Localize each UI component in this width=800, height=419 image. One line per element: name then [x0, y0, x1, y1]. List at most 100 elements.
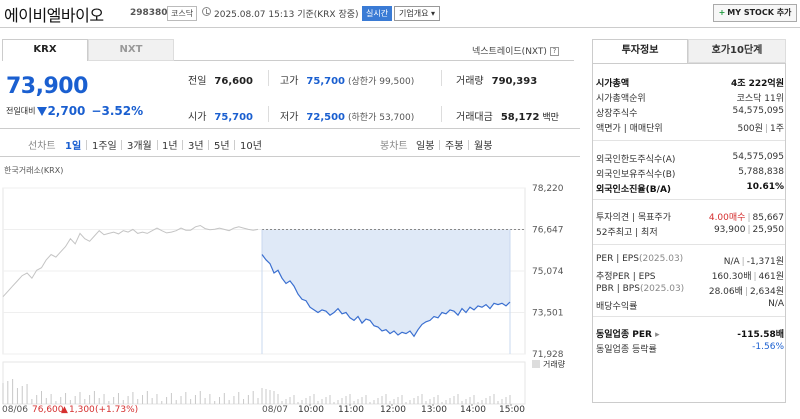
tab-invest-info[interactable]: 투자정보: [592, 39, 688, 63]
invest-row: 외국인보유주식수(B) 5,788,838: [596, 167, 784, 180]
invest-row-value: 500원 | 1주: [737, 124, 784, 134]
divider: [441, 70, 442, 86]
stat-open: 시가 75,700: [188, 108, 253, 123]
invest-row-label: 투자의견 | 목표주가: [596, 213, 671, 223]
header-divider: [0, 27, 800, 28]
invest-row-value: -1.56%: [752, 342, 784, 352]
stat-label: 거래대금: [456, 112, 493, 123]
clock-icon: [202, 7, 211, 16]
plus-icon: +: [718, 8, 726, 17]
invest-row-label: 배당수익률: [596, 302, 638, 312]
invest-row: 추정PER | EPS 160.30배 | 461원: [596, 269, 784, 282]
range-1w[interactable]: 1주일: [92, 141, 117, 152]
range-5y[interactable]: 5년: [214, 141, 230, 152]
candle-weekly[interactable]: 주봉: [445, 141, 464, 152]
stat-lower-limit: (하한가 53,700): [348, 113, 415, 123]
invest-row: 배당수익률 N/A: [596, 299, 784, 312]
tab-nxt[interactable]: NXT: [88, 39, 174, 61]
x-tick-label: 13:00: [421, 405, 447, 415]
today-area: [262, 229, 510, 337]
stat-label: 전일: [188, 76, 207, 87]
stat-label: 고가: [280, 76, 299, 87]
volume-label: 거래량: [543, 359, 566, 369]
divider: [593, 140, 785, 141]
divider: [268, 70, 269, 86]
market-badge: 코스닥: [167, 6, 198, 21]
price-change: 전일대비 2,700 −3.52%: [6, 104, 143, 118]
range-1y[interactable]: 1년: [162, 141, 178, 152]
stat-value: 75,700: [306, 76, 345, 87]
invest-row: 시가총액 4조 222억원: [596, 76, 784, 89]
quote-stats: 전일 76,600 고가 75,700 (상한가 99,500) 거래량 790,393…: [178, 64, 584, 126]
stat-amount: 거래대금 58,172 백만: [456, 108, 559, 123]
invest-row: 동일업종 PER ▸ -115.58배: [596, 327, 784, 340]
invest-row: 액면가 | 매매단위 500원 | 1주: [596, 121, 784, 134]
chart-source: 한국거래소(KRX): [4, 166, 64, 175]
divider: [208, 140, 209, 150]
invest-row-label: 동일업종 PER ▸: [596, 330, 660, 340]
invest-row: 투자의견 | 목표주가 4.00매수 | 85,667: [596, 210, 784, 223]
stat-unit: 백만: [542, 113, 559, 123]
company-name: 에이비엘바이오: [4, 6, 104, 25]
x-tick-label: 10:00: [298, 405, 324, 415]
invest-row-label: 추정PER | EPS: [596, 272, 656, 282]
x-label-prev-day: 08/06: [2, 405, 28, 415]
company-info-button[interactable]: 기업개요 ▾: [394, 6, 441, 21]
range-3y[interactable]: 3년: [188, 141, 204, 152]
invest-row-label: 52주최고 | 최저: [596, 228, 658, 238]
chevron-down-icon: ▾: [431, 9, 436, 18]
invest-row-label: 상장주식수: [596, 109, 638, 119]
nxt-link[interactable]: 넥스트레이드(NXT)?: [472, 44, 559, 57]
stat-volume: 거래량 790,393: [456, 72, 537, 87]
stat-high: 고가 75,700 (상한가 99,500): [280, 72, 414, 87]
prev-day-change-pct: (+1.73%): [95, 405, 138, 415]
stat-value: 76,600: [214, 76, 253, 87]
invest-row-value: 4.00매수 | 85,667: [708, 213, 784, 223]
tab-orderbook[interactable]: 호가10단계: [688, 39, 786, 63]
stat-value: 58,172: [500, 112, 540, 123]
candle-chart-toggle[interactable]: 봉차트: [380, 141, 408, 152]
invest-row: PER | EPS(2025.03) N/A | -1,371원: [596, 254, 784, 267]
invest-row-label: 시가총액: [596, 79, 630, 89]
invest-row-value: N/A | -1,371원: [723, 257, 784, 267]
candle-monthly[interactable]: 월봉: [474, 141, 493, 152]
invest-row-value: 5,788,838: [738, 167, 784, 177]
range-10y[interactable]: 10년: [240, 141, 262, 152]
current-price: 73,900: [6, 74, 88, 99]
line-chart-toggle[interactable]: 선차트: [28, 141, 56, 152]
divider: [593, 316, 785, 317]
change-label: 전일대비: [6, 106, 36, 116]
stat-upper-limit: (상한가 99,500): [348, 77, 415, 87]
company-info-label: 기업개요: [399, 9, 429, 18]
tab-divider: [174, 60, 574, 61]
range-3m[interactable]: 3개월: [127, 141, 152, 152]
tab-krx[interactable]: KRX: [2, 39, 88, 61]
divider: [121, 140, 122, 150]
invest-row-value: -115.58배: [737, 330, 784, 340]
realtime-button[interactable]: 실시간: [362, 6, 393, 21]
invest-row: 상장주식수 54,575,095: [596, 106, 784, 119]
stat-value: 790,393: [491, 76, 538, 87]
invest-info-box: 시가총액 4조 222억원 시가총액순위 코스닥 11위 상장주식수 54,575,095…: [592, 63, 786, 403]
range-1d[interactable]: 1일: [65, 141, 82, 152]
stock-code: 298380: [130, 8, 168, 18]
prev-day-line: [2, 224, 259, 298]
down-triangle-icon: [37, 106, 48, 116]
stat-prev-close: 전일 76,600: [188, 72, 253, 87]
stat-label: 저가: [280, 112, 299, 123]
change-value: 2,700: [47, 104, 86, 118]
invest-panel: 투자정보 호가10단계 시가총액 4조 222억원 시가총액순위 코스닥 11위 상장주…: [592, 39, 798, 419]
range-divider: [0, 156, 580, 157]
stats-divider: [0, 128, 580, 129]
x-label-today: 08/07: [262, 405, 288, 415]
invest-row-value: 160.30배 | 461원: [711, 272, 784, 282]
divider: [593, 199, 785, 200]
help-icon[interactable]: ?: [549, 47, 559, 56]
x-tick-label: 11:00: [338, 405, 364, 415]
add-mystock-button[interactable]: + MY STOCK 추가: [713, 4, 797, 22]
candle-daily[interactable]: 일봉: [416, 141, 435, 152]
stat-low: 저가 72,500 (하한가 53,700): [280, 108, 414, 123]
arrow-icon[interactable]: ▸: [651, 330, 660, 340]
invest-row-value: 10.61%: [746, 182, 785, 192]
